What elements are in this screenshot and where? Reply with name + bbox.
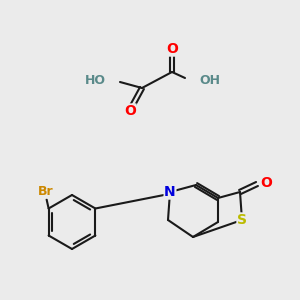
Text: S: S <box>237 213 247 227</box>
Text: O: O <box>260 176 272 190</box>
Text: OH: OH <box>199 74 220 86</box>
Text: N: N <box>164 185 176 199</box>
Text: O: O <box>166 42 178 56</box>
Text: O: O <box>124 104 136 118</box>
Text: Br: Br <box>38 185 53 198</box>
Text: HO: HO <box>85 74 106 86</box>
